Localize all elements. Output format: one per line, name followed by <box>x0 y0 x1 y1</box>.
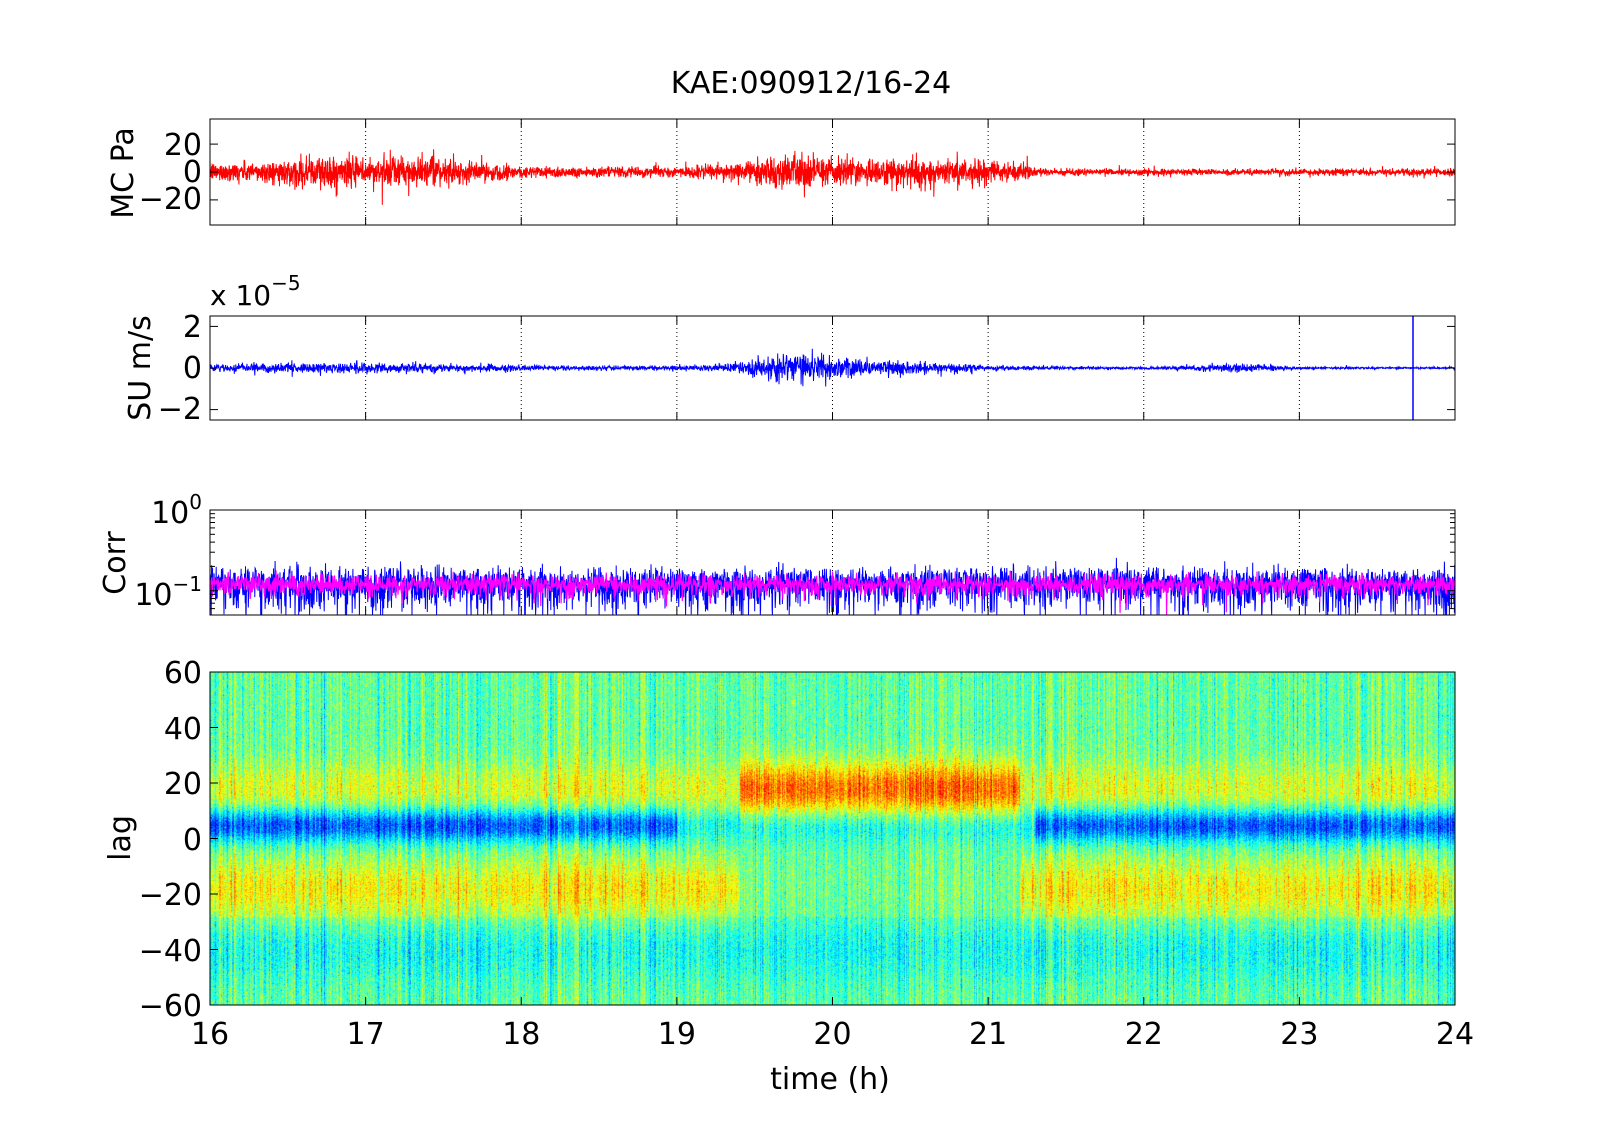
chart-title: KAE:090912/16-24 <box>671 66 952 101</box>
mc-pressure-trace <box>209 149 1456 205</box>
su-ticks <box>209 316 1456 420</box>
mc-ticks <box>209 119 1456 225</box>
lag-ytick-60: 60 <box>164 656 202 691</box>
corr-ytick-0.1-base: 10 <box>134 578 172 613</box>
su-ytick-neg2: −2 <box>158 392 202 427</box>
lag-ytick-40: 40 <box>164 712 202 747</box>
lag-ytick-neg60: −60 <box>139 989 202 1024</box>
lag-ylabel: lag <box>103 815 138 861</box>
corr-ylabel: Corr <box>98 531 133 595</box>
xtick-23: 23 <box>1280 1017 1318 1052</box>
lag-ticks <box>209 671 1456 1006</box>
mc-ylabel: MC Pa <box>106 127 141 219</box>
lag-heatmap <box>210 672 1455 1005</box>
corr-ytick-1-base: 10 <box>151 496 189 531</box>
su-multiplier: x 10−5 <box>210 271 301 312</box>
xtick-18: 18 <box>502 1017 540 1052</box>
su-ytick-2: 2 <box>183 310 202 345</box>
xtick-20: 20 <box>813 1017 851 1052</box>
xtick-22: 22 <box>1125 1017 1163 1052</box>
xtick-19: 19 <box>658 1017 696 1052</box>
corr-ytick-0.1: 10−1 <box>134 572 202 613</box>
xtick-24: 24 <box>1436 1017 1474 1052</box>
su-ylabel: SU m/s <box>123 315 158 421</box>
corr-panel: 100 10−1 Corr <box>98 490 1456 616</box>
x-axis-label: time (h) <box>770 1062 890 1097</box>
mc-ytick-neg20: −20 <box>139 182 202 217</box>
lag-ytick-20: 20 <box>164 767 202 802</box>
corr-ytick-1: 100 <box>151 490 202 531</box>
lag-ytick-neg20: −20 <box>139 878 202 913</box>
su-multiplier-exp: −5 <box>271 271 300 295</box>
xtick-21: 21 <box>969 1017 1007 1052</box>
xtick-17: 17 <box>347 1017 385 1052</box>
corr-grid <box>365 510 1300 615</box>
x-tick-labels: 16 17 18 19 20 21 22 23 24 <box>191 1017 1474 1052</box>
su-velocity-panel: 2 0 −2 x 10−5 SU m/s <box>123 271 1456 427</box>
su-velocity-trace <box>209 348 1456 387</box>
su-multiplier-base: x 10 <box>210 279 271 312</box>
corr-ticks <box>209 509 1456 616</box>
mc-ytick-0: 0 <box>183 155 202 190</box>
corr-ytick-1-exp: 0 <box>189 490 202 514</box>
xtick-16: 16 <box>191 1017 229 1052</box>
corr-smoothed-trace <box>209 570 1456 616</box>
mc-ytick-20: 20 <box>164 128 202 163</box>
lag-ytick-0: 0 <box>183 823 202 858</box>
lag-heatmap-panel: 60 40 20 0 −20 −40 −60 lag <box>103 656 1456 1024</box>
mc-pressure-panel: 20 0 −20 MC Pa <box>106 118 1456 226</box>
lag-ytick-neg40: −40 <box>139 934 202 969</box>
su-ytick-0: 0 <box>183 351 202 386</box>
corr-ytick-0.1-exp: −1 <box>173 572 202 596</box>
